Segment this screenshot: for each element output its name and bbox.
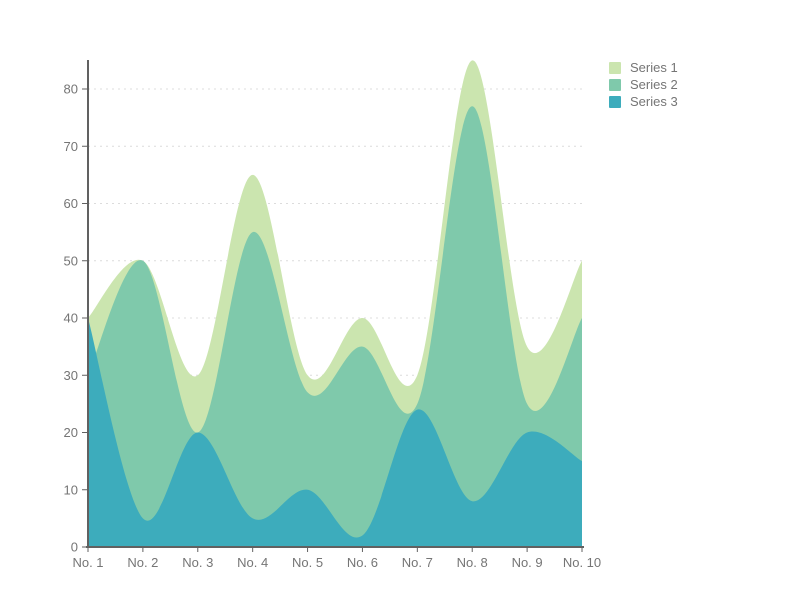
legend-label: Series 2 bbox=[630, 77, 678, 92]
legend-item-series-1[interactable]: Series 1 bbox=[609, 60, 678, 75]
x-axis-label: No. 1 bbox=[72, 555, 103, 570]
x-axis-label: No. 3 bbox=[182, 555, 213, 570]
x-axis-label: No. 4 bbox=[237, 555, 268, 570]
x-axis-label: No. 10 bbox=[563, 555, 601, 570]
legend-item-series-2[interactable]: Series 2 bbox=[609, 77, 678, 92]
x-axis-label: No. 6 bbox=[347, 555, 378, 570]
y-axis-label: 40 bbox=[64, 311, 78, 326]
y-axis-label: 20 bbox=[64, 425, 78, 440]
legend: Series 1 Series 2 Series 3 bbox=[609, 60, 678, 109]
legend-color-swatch-icon bbox=[609, 96, 621, 108]
legend-label: Series 3 bbox=[630, 94, 678, 109]
area-series-3[interactable] bbox=[88, 318, 582, 547]
x-axis-label: No. 8 bbox=[457, 555, 488, 570]
y-axis-label: 80 bbox=[64, 82, 78, 97]
legend-label: Series 1 bbox=[630, 60, 678, 75]
x-axis-label: No. 5 bbox=[292, 555, 323, 570]
x-axis-label: No. 2 bbox=[127, 555, 158, 570]
x-axis-label: No. 7 bbox=[402, 555, 433, 570]
legend-color-swatch-icon bbox=[609, 62, 621, 74]
y-axis-label: 10 bbox=[64, 482, 78, 497]
legend-item-series-3[interactable]: Series 3 bbox=[609, 94, 678, 109]
y-axis-label: 70 bbox=[64, 139, 78, 154]
y-axis-label: 30 bbox=[64, 368, 78, 383]
y-axis-label: 0 bbox=[71, 540, 78, 555]
y-axis-label: 50 bbox=[64, 253, 78, 268]
y-axis-label: 60 bbox=[64, 196, 78, 211]
legend-color-swatch-icon bbox=[609, 79, 621, 91]
x-axis-label: No. 9 bbox=[512, 555, 543, 570]
area-series-2[interactable] bbox=[88, 106, 582, 547]
